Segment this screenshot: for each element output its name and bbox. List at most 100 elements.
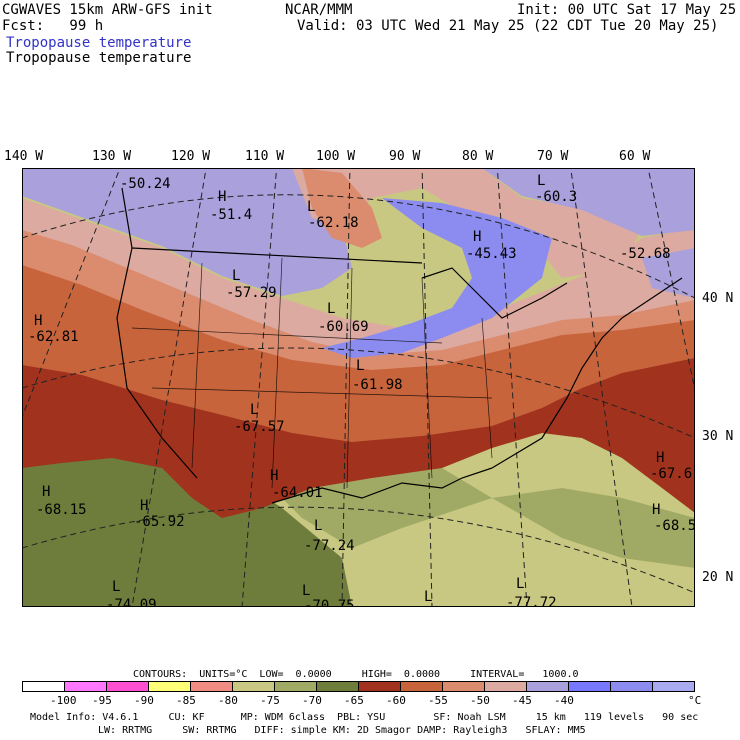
colorbar-swatch: [610, 681, 653, 692]
pressure-center-letter: H: [42, 484, 50, 500]
lat-label-40n: 40 N: [702, 291, 734, 306]
colorbar-swatch: [484, 681, 527, 692]
pressure-value: -62.81: [28, 329, 79, 345]
longitude-line-110w: [241, 168, 278, 607]
pressure-center-letter: H: [652, 502, 660, 518]
shade-light-orange: [22, 228, 695, 370]
shade-blue-greatlakes: [322, 198, 552, 358]
pressure-center-letter: L: [307, 199, 315, 215]
pressure-center-letter: L: [314, 518, 322, 534]
pressure-center-letter: H: [218, 189, 226, 205]
pressure-center-letter: H: [34, 313, 42, 329]
longitude-line-70w: [570, 168, 633, 607]
pressure-value: -60.3: [535, 189, 577, 205]
lon-label-60w: 60 W: [619, 149, 651, 164]
pressure-value: -65.92: [134, 514, 185, 530]
lon-label-140w: 140 W: [4, 149, 44, 164]
model-name: CGWAVES 15km ARW-GFS init: [2, 2, 213, 18]
pressure-center-letter: H: [656, 450, 664, 466]
colorbar-tick-label: -80: [218, 694, 238, 707]
state-borders: [131, 257, 493, 489]
shade-orange-band: [22, 263, 695, 442]
colorbar-tick-label: -90: [134, 694, 154, 707]
pressure-center-letter: L: [516, 576, 524, 592]
pressure-value: -74.09: [106, 597, 157, 607]
colorbar-tick-label: -55: [428, 694, 448, 707]
colorbar-tick-label: -40: [554, 694, 574, 707]
pressure-value: -68.15: [36, 502, 87, 518]
pressure-center-letter: H: [140, 498, 148, 514]
gulf-coast: [271, 467, 493, 504]
pressure-value: -77.24: [304, 538, 355, 554]
colorbar-swatch: [190, 681, 233, 692]
longitude-line-130w: [22, 168, 121, 419]
shade-lavender-east: [642, 248, 695, 298]
colorbar-swatch: [274, 681, 317, 692]
colorbar-swatch: [568, 681, 611, 692]
pressure-value: -64.01: [272, 485, 323, 501]
pressure-center-letter: L: [232, 268, 240, 284]
colorbar-tick-label: -75: [260, 694, 280, 707]
latitude-line-40n: [22, 194, 695, 299]
colorbar-swatch: [400, 681, 443, 692]
pressure-center-letter: L: [250, 402, 258, 418]
longitude-line-80w: [496, 168, 528, 607]
pressure-value: -61.98: [352, 377, 403, 393]
pressure-value: -67.6: [650, 466, 692, 482]
colorbar-swatch: [358, 681, 401, 692]
colorbar-swatch: [652, 681, 695, 692]
colorbar-swatch: [316, 681, 359, 692]
west-coast: [116, 187, 198, 479]
init-time: Init: 00 UTC Sat 17 May 25: [517, 2, 737, 18]
field-title-primary: Tropopause temperature: [6, 35, 192, 51]
source-label: NCAR/MMM: [285, 2, 353, 18]
lon-label-100w: 100 W: [316, 149, 356, 164]
shade-dark-olive-west: [22, 418, 352, 607]
valid-time: Valid: 03 UTC Wed 21 May 25 (22 CDT Tue …: [297, 18, 719, 34]
pressure-value: -77.72: [506, 595, 557, 607]
forecast-hour: Fcst: 99 h: [2, 18, 104, 34]
tropopause-temperature-map: -50.24 H -51.4 L -62.18 L -60.3 H -45.43…: [22, 168, 695, 607]
pressure-center-letter: L: [424, 589, 432, 605]
great-lakes: [421, 267, 568, 319]
field-title-secondary: Tropopause temperature: [6, 50, 192, 66]
lon-label-110w: 110 W: [245, 149, 285, 164]
colorbar-swatch: [442, 681, 485, 692]
colorbar-swatch: [148, 681, 191, 692]
east-coast: [491, 277, 683, 469]
colorbar-swatch: [64, 681, 107, 692]
colorbar-contour-info: CONTOURS: UNITS=°C LOW= 0.0000 HIGH= 0.0…: [133, 669, 579, 680]
pressure-center-letter: L: [356, 358, 364, 374]
lat-lon-grid: [22, 168, 695, 607]
pressure-value: -70.75: [304, 598, 355, 607]
lon-label-120w: 120 W: [171, 149, 211, 164]
pressure-value: -60.69: [318, 319, 369, 335]
pressure-value: -50.24: [120, 176, 171, 192]
colorbar-tick-label: -50: [470, 694, 490, 707]
pressure-center-letter: L: [327, 301, 335, 317]
map-frame: [22, 168, 695, 607]
shade-pink-band: [22, 198, 695, 355]
lon-label-70w: 70 W: [537, 149, 569, 164]
pressure-value: -51.4: [210, 207, 252, 223]
colorbar-tick-label: -60: [386, 694, 406, 707]
pressure-value: -57.29: [226, 285, 277, 301]
colorbar-tick-label: -95: [92, 694, 112, 707]
longitude-line-120w: [131, 168, 207, 607]
longitude-line-100w: [341, 168, 351, 607]
pressure-center-letter: L: [112, 579, 120, 595]
lat-label-20n: 20 N: [702, 570, 734, 585]
shade-green-southeast: [492, 488, 695, 568]
pressure-value: -45.43: [466, 246, 517, 262]
lon-label-90w: 90 W: [389, 149, 421, 164]
longitude-line-60w: [647, 168, 695, 393]
colorbar-swatch: [232, 681, 275, 692]
colorbar-swatch: [526, 681, 569, 692]
pressure-value: -62.18: [308, 215, 359, 231]
pressure-center-letter: L: [302, 583, 310, 599]
pressure-value: -68.5: [654, 518, 695, 534]
latitude-line-30n: [22, 347, 695, 439]
shade-orange-north: [302, 168, 382, 248]
latitude-line-20n: [22, 506, 695, 594]
colorbar-unit: °C: [688, 694, 702, 707]
